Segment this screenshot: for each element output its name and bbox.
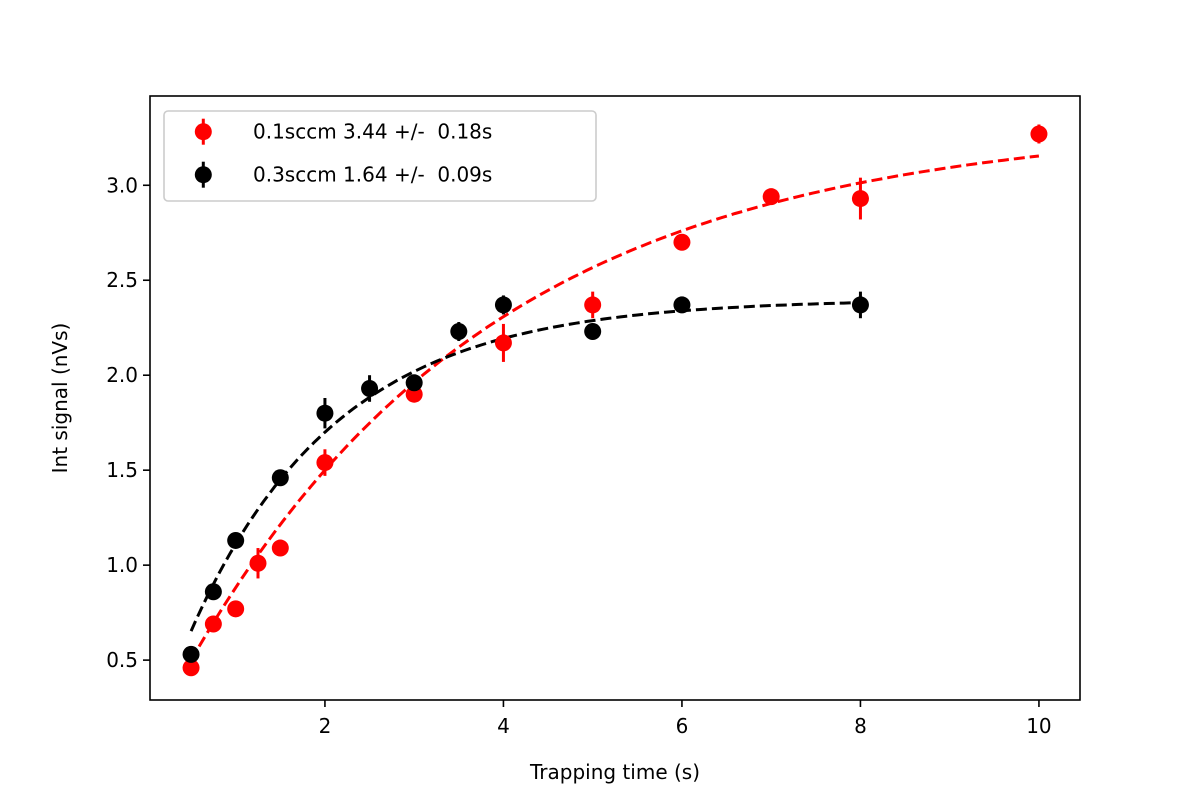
legend-entry-2: 0.3sccm 1.64 +/- 0.09s [194, 161, 492, 188]
legend-label: 0.3sccm 1.64 +/- 0.09s [253, 163, 492, 187]
y-tick-label: 3.0 [106, 173, 138, 197]
x-tick-label: 6 [676, 714, 689, 738]
data-point [762, 188, 780, 206]
data-point [851, 190, 869, 208]
x-axis-ticks: 2 4 6 8 10 [319, 700, 1052, 738]
legend-marker-icon [194, 123, 212, 141]
legend-entry-1: 0.1sccm 3.44 +/- 0.18s [194, 118, 492, 145]
data-point [450, 323, 468, 341]
y-tick-label: 1.0 [106, 553, 138, 577]
data-point [271, 469, 289, 487]
data-point [851, 296, 869, 314]
data-point [494, 296, 512, 314]
x-axis-title: Trapping time (s) [529, 760, 700, 784]
data-point [494, 334, 512, 352]
axes-frame [149, 95, 1081, 701]
y-tick-label: 1.5 [106, 458, 138, 482]
legend: 0.1sccm 3.44 +/- 0.18s 0.3sccm 1.64 +/- 0… [163, 110, 597, 202]
data-point [1030, 125, 1048, 143]
legend-label: 0.1sccm 3.44 +/- 0.18s [253, 120, 492, 144]
legend-marker-icon [194, 166, 212, 184]
y-axis-title: Int signal (nVs) [48, 323, 72, 474]
data-point [584, 323, 602, 341]
legend-box [163, 110, 597, 202]
data-point [361, 380, 379, 398]
data-point [316, 404, 334, 422]
x-tick-label: 2 [319, 714, 332, 738]
data-point [673, 296, 691, 314]
y-axis-ticks: 0.5 1.0 1.5 2.0 2.5 3.0 [106, 173, 150, 672]
data-point [204, 615, 222, 633]
data-point [584, 296, 602, 314]
data-point [316, 454, 334, 472]
data-point [405, 374, 423, 392]
data-point [204, 583, 222, 601]
x-tick-label: 4 [497, 714, 510, 738]
data-point [227, 531, 245, 549]
data-point [673, 233, 691, 251]
fit-line-series-2 [189, 301, 861, 632]
data-points [182, 124, 1048, 677]
x-tick-label: 8 [854, 714, 867, 738]
data-point [249, 554, 267, 572]
y-tick-label: 0.5 [106, 648, 138, 672]
data-point [182, 659, 200, 677]
data-point [271, 539, 289, 557]
data-point [227, 600, 245, 618]
data-point [182, 645, 200, 663]
y-tick-label: 2.0 [106, 363, 138, 387]
y-tick-label: 2.5 [106, 268, 138, 292]
series-2 [182, 291, 869, 663]
x-tick-label: 10 [1026, 714, 1051, 738]
